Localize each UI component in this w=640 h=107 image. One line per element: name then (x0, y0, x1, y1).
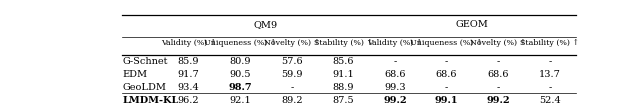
Text: 99.2: 99.2 (486, 96, 510, 105)
Text: 91.1: 91.1 (333, 70, 355, 79)
Text: 68.6: 68.6 (488, 70, 509, 79)
Text: -: - (548, 57, 551, 66)
Text: 99.2: 99.2 (383, 96, 407, 105)
Text: QM9: QM9 (254, 20, 278, 29)
Text: Uniqueness (%) ↑: Uniqueness (%) ↑ (410, 39, 483, 47)
Text: Validity (%) ↑: Validity (%) ↑ (161, 39, 216, 47)
Text: 92.1: 92.1 (229, 96, 251, 105)
Text: 99.1: 99.1 (435, 96, 458, 105)
Text: -: - (445, 57, 448, 66)
Text: 96.2: 96.2 (178, 96, 200, 105)
Text: 57.6: 57.6 (281, 57, 303, 66)
Text: Uniqueness (%) ↑: Uniqueness (%) ↑ (204, 39, 276, 47)
Text: -: - (497, 83, 500, 92)
Text: GEOM: GEOM (456, 20, 489, 29)
Text: -: - (290, 83, 293, 92)
Text: 52.4: 52.4 (539, 96, 561, 105)
Text: 59.9: 59.9 (281, 70, 303, 79)
Text: G-Schnet: G-Schnet (123, 57, 168, 66)
Text: 85.9: 85.9 (178, 57, 200, 66)
Text: Stability (%) ↑: Stability (%) ↑ (520, 39, 579, 47)
Text: 85.6: 85.6 (333, 57, 354, 66)
Text: Novelty (%) ↑: Novelty (%) ↑ (470, 39, 526, 47)
Text: 13.7: 13.7 (539, 70, 561, 79)
Text: 68.6: 68.6 (436, 70, 458, 79)
Text: 89.2: 89.2 (281, 96, 303, 105)
Text: GeoLDM: GeoLDM (123, 83, 166, 92)
Text: 93.4: 93.4 (178, 83, 200, 92)
Text: -: - (394, 57, 397, 66)
Text: 91.7: 91.7 (178, 70, 200, 79)
Text: 88.9: 88.9 (333, 83, 354, 92)
Text: -: - (497, 57, 500, 66)
Text: Stability (%) ↑: Stability (%) ↑ (314, 39, 373, 47)
Text: Validity (%) ↑: Validity (%) ↑ (367, 39, 422, 47)
Text: 90.5: 90.5 (230, 70, 251, 79)
Text: 68.6: 68.6 (384, 70, 406, 79)
Text: 98.7: 98.7 (228, 83, 252, 92)
Text: -: - (445, 83, 448, 92)
Text: 87.5: 87.5 (333, 96, 354, 105)
Text: 99.3: 99.3 (384, 83, 406, 92)
Text: LMDM-KL: LMDM-KL (123, 96, 179, 105)
Text: -: - (548, 83, 551, 92)
Text: EDM: EDM (123, 70, 148, 79)
Text: Novelty (%) ↑: Novelty (%) ↑ (264, 39, 320, 47)
Text: 80.9: 80.9 (230, 57, 251, 66)
